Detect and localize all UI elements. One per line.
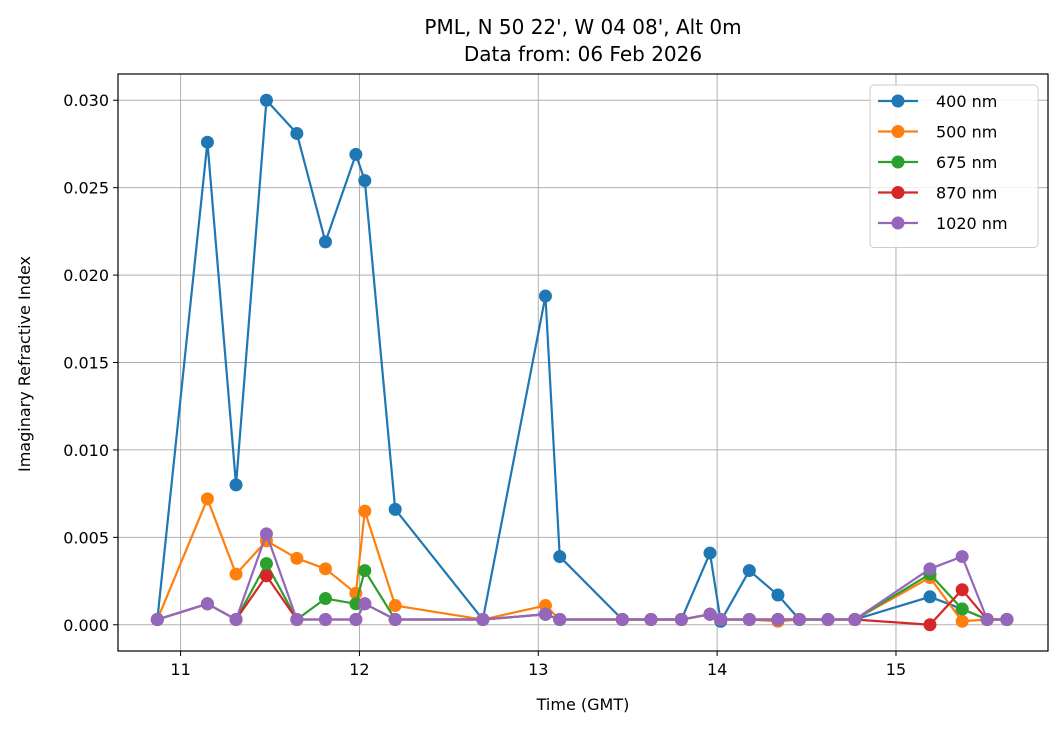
y-tick-label: 0.020 <box>63 266 109 285</box>
data-point <box>229 567 243 581</box>
legend-box <box>869 84 1039 248</box>
data-point <box>703 607 717 621</box>
data-point <box>703 546 717 560</box>
chart-subtitle: Data from: 06 Feb 2026 <box>464 42 702 66</box>
x-tick-label: 13 <box>528 660 548 679</box>
series-675-nm <box>150 557 1014 627</box>
data-point <box>318 592 332 606</box>
data-point <box>615 613 629 627</box>
x-tick-label: 12 <box>349 660 369 679</box>
y-tick-label: 0.010 <box>63 441 109 460</box>
series-500-nm <box>150 492 1014 628</box>
data-point <box>349 147 363 161</box>
data-point <box>538 607 552 621</box>
data-point <box>955 550 969 564</box>
data-point <box>553 613 567 627</box>
y-tick-label: 0.030 <box>63 91 109 110</box>
y-tick-label: 0.000 <box>63 616 109 635</box>
data-point <box>955 614 969 628</box>
data-point <box>923 590 937 604</box>
data-point <box>318 562 332 576</box>
series-1020-nm <box>150 527 1014 627</box>
data-point <box>358 174 372 188</box>
data-point <box>923 562 937 576</box>
data-point <box>742 564 756 578</box>
legend-marker <box>891 155 905 169</box>
data-point <box>229 478 243 492</box>
legend-marker <box>891 186 905 199</box>
legend-label: 500 nm <box>936 123 997 142</box>
ticks: 11 12 13 14 15 0.000 0.005 0.010 0.015 0.020 0.025… <box>63 91 906 679</box>
data-point <box>318 613 332 627</box>
y-tick-label: 0.005 <box>63 528 109 547</box>
data-point <box>923 618 937 632</box>
data-point <box>150 613 164 627</box>
data-point <box>553 550 567 564</box>
data-point <box>349 597 363 611</box>
legend-marker <box>891 94 905 108</box>
data-point <box>358 564 372 578</box>
data-point <box>771 588 785 602</box>
data-point <box>388 599 402 613</box>
x-tick-label: 11 <box>170 660 190 679</box>
data-point <box>821 613 835 627</box>
data-point <box>538 289 552 303</box>
data-point <box>200 597 214 611</box>
legend-marker <box>891 216 905 230</box>
legend-label: 870 nm <box>936 184 997 203</box>
legend-label: 675 nm <box>936 153 997 172</box>
data-point <box>742 613 756 627</box>
data-point <box>848 613 862 627</box>
data-point <box>388 502 402 516</box>
legend: 400 nm 500 nm 675 nm 870 nm 1020 nm <box>869 84 1039 248</box>
data-point <box>200 492 214 506</box>
legend-marker <box>891 125 905 138</box>
y-tick-label: 0.025 <box>63 179 109 198</box>
data-point <box>1000 613 1014 627</box>
data-point <box>674 613 688 627</box>
grid <box>118 74 1048 651</box>
data-point <box>259 527 273 541</box>
data-point <box>980 613 994 627</box>
data-point <box>792 613 806 627</box>
data-point <box>290 126 304 140</box>
series-layer <box>150 93 1014 632</box>
x-tick-label: 15 <box>886 660 906 679</box>
data-point <box>229 613 243 627</box>
data-point <box>358 504 372 518</box>
data-point <box>290 551 304 565</box>
legend-label: 400 nm <box>936 92 997 111</box>
data-point <box>259 93 273 107</box>
data-point <box>388 613 402 627</box>
data-point <box>644 613 658 627</box>
data-point <box>771 613 785 627</box>
data-point <box>200 135 214 149</box>
data-point <box>955 583 969 597</box>
data-point <box>259 557 273 571</box>
data-point <box>955 602 969 616</box>
y-tick-label: 0.015 <box>63 354 109 373</box>
data-point <box>349 613 363 627</box>
y-axis-label: Imaginary Refractive Index <box>15 256 34 472</box>
data-point <box>476 613 490 627</box>
x-axis-label: Time (GMT) <box>536 695 630 714</box>
data-point <box>358 597 372 611</box>
chart-title: PML, N 50 22', W 04 08', Alt 0m <box>424 15 741 39</box>
legend-label: 1020 nm <box>936 214 1008 233</box>
data-point <box>318 235 332 249</box>
data-point <box>290 613 304 627</box>
x-tick-label: 14 <box>707 660 727 679</box>
data-point <box>714 613 728 627</box>
data-point <box>259 569 273 583</box>
